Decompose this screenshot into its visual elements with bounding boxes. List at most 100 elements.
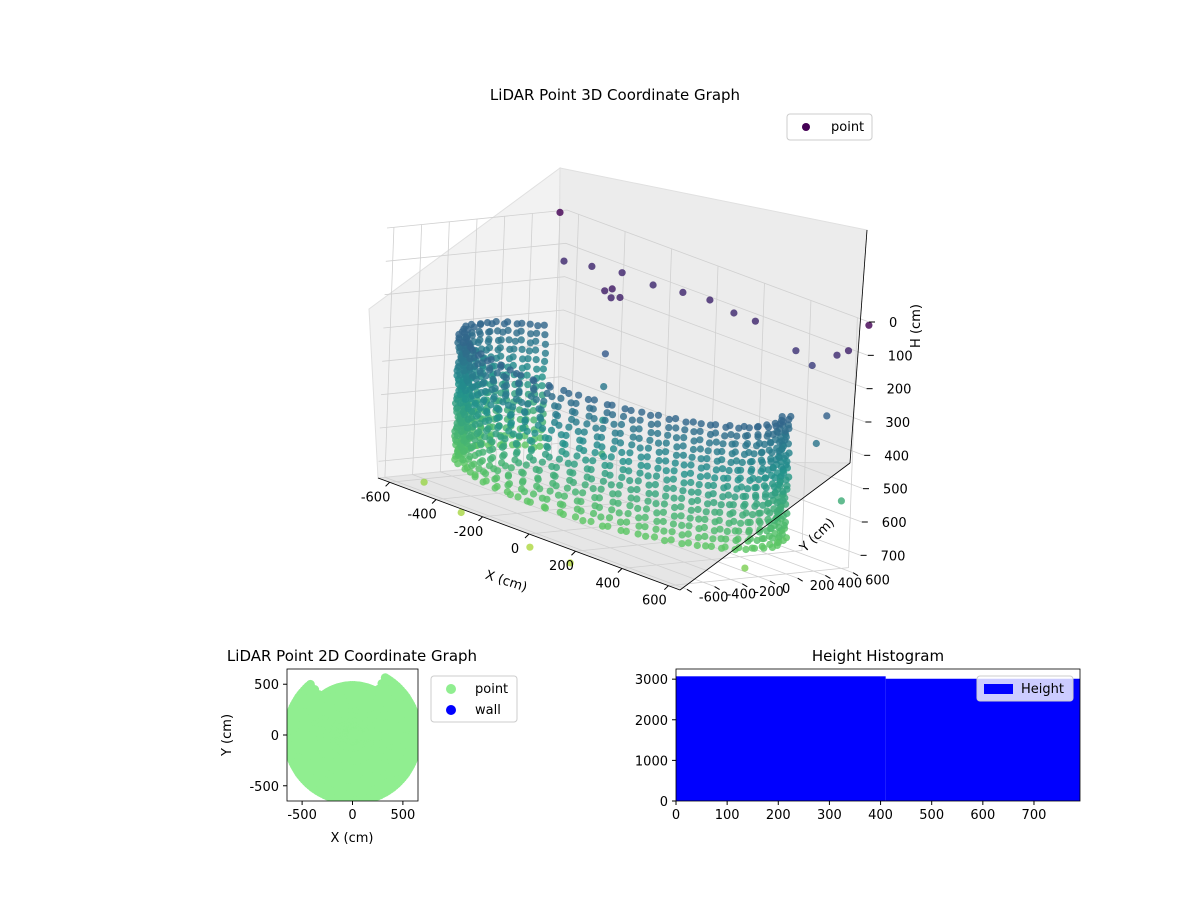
point-3d <box>563 484 572 492</box>
x-tick-mark <box>431 499 437 504</box>
point-3d <box>499 452 507 460</box>
point-3d <box>471 401 479 409</box>
point-3d <box>745 424 753 432</box>
point-3d <box>608 285 616 293</box>
z-tick-label: 600 <box>882 516 907 531</box>
point-3d <box>499 328 507 336</box>
point-3d <box>763 432 771 440</box>
point-3d <box>647 429 655 437</box>
point-3d <box>679 288 687 296</box>
point-3d <box>690 428 698 436</box>
point-3d <box>693 541 701 550</box>
point-3d <box>519 469 527 477</box>
point-3d <box>647 420 655 428</box>
chart-2d-xlabel: X (cm) <box>331 831 374 846</box>
point-3d <box>662 439 670 447</box>
point-3d <box>560 257 568 265</box>
point-3d <box>464 415 472 423</box>
point-3d <box>615 509 623 517</box>
point-3d <box>506 345 514 353</box>
point-3d <box>491 484 499 492</box>
point-3d <box>518 364 527 372</box>
point-3d <box>619 412 628 421</box>
point-3d <box>662 492 670 500</box>
chart-2d-ticks: -500 0 500 -500 0 500 <box>249 678 415 823</box>
point-3d <box>735 424 743 432</box>
point-3d <box>707 542 716 551</box>
point-3d <box>597 513 605 521</box>
point-2d <box>361 731 371 741</box>
point-3d <box>497 363 505 371</box>
point-3d <box>663 476 671 484</box>
point-3d <box>744 485 752 493</box>
x-tick-mark <box>524 533 530 539</box>
legend-label-point: point <box>831 120 864 135</box>
point-3d <box>643 453 651 461</box>
point-3d <box>483 409 491 417</box>
z-tick-label: 500 <box>883 483 908 498</box>
point-3d <box>608 506 616 514</box>
point-3d <box>710 499 718 507</box>
point-3d <box>533 329 541 337</box>
z-axis-ticks: 0 100 200 300 400 500 600 700 <box>860 316 913 564</box>
point-3d <box>470 323 478 331</box>
hist-y-tick-label: 0 <box>660 795 668 810</box>
point-3d <box>458 419 466 427</box>
point-3d <box>636 416 644 424</box>
point-3d <box>733 485 741 493</box>
hist-x-tick-label: 400 <box>868 808 893 823</box>
point-3d <box>745 528 753 536</box>
point-3d <box>468 392 476 400</box>
point-3d <box>611 437 619 445</box>
point-3d <box>633 495 641 503</box>
point-3d <box>603 401 612 409</box>
chart-3d-title: LiDAR Point 3D Coordinate Graph <box>490 86 740 104</box>
point-3d <box>535 466 543 474</box>
x-tick-label: 0 <box>511 542 519 557</box>
point-3d <box>529 456 537 464</box>
grid-line-x <box>482 248 672 518</box>
point-3d <box>670 494 678 502</box>
point-3d <box>526 498 534 506</box>
point-3d <box>483 426 491 435</box>
point-3d <box>731 527 739 535</box>
point-3d <box>537 415 545 423</box>
point-3d <box>561 440 569 449</box>
point-3d <box>748 510 757 519</box>
point-3d <box>705 439 714 447</box>
point-3d <box>521 441 529 449</box>
x-tick-mark <box>478 516 483 522</box>
point-3d <box>760 544 768 552</box>
point-3d <box>623 518 631 526</box>
point-3d <box>502 374 510 382</box>
point-3d <box>644 472 652 480</box>
point-3d <box>720 484 728 492</box>
point-3d <box>812 439 820 448</box>
legend-2d-marker-point <box>446 684 456 694</box>
y-axis-line <box>679 462 851 591</box>
point-3d <box>703 455 711 463</box>
point-3d <box>696 436 704 444</box>
point-3d <box>611 429 619 437</box>
point-3d <box>540 397 548 405</box>
chart-3d: LiDAR Point 3D Coordinate Graph -600-400… <box>361 86 924 609</box>
point-3d <box>680 479 688 487</box>
point-3d <box>518 398 526 407</box>
point-3d <box>473 412 481 420</box>
point-3d <box>466 355 474 363</box>
point-3d <box>534 475 542 483</box>
point-3d <box>573 497 581 505</box>
point-3d <box>633 485 641 494</box>
point-3d <box>726 510 734 518</box>
point-3d <box>484 338 492 346</box>
point-3d <box>761 474 769 482</box>
point-3d <box>601 287 609 295</box>
point-3d <box>618 473 626 481</box>
point-3d <box>604 522 612 530</box>
point-3d <box>474 360 482 368</box>
point-3d <box>702 508 710 516</box>
point-3d <box>792 347 800 355</box>
point-3d <box>546 487 554 495</box>
point-3d <box>724 491 733 499</box>
point-3d <box>601 350 610 358</box>
